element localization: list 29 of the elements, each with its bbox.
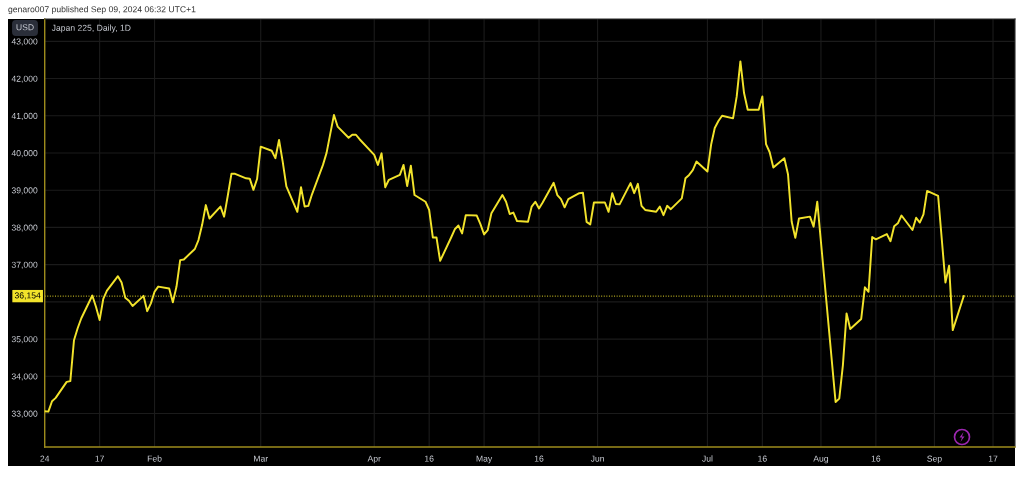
x-tick-label: 24	[40, 455, 50, 462]
y-tick-label: 43,000	[11, 38, 38, 46]
y-tick-label: 42,000	[11, 75, 38, 83]
y-tick-label: 35,000	[11, 336, 38, 344]
x-tick-label: 16	[425, 455, 434, 462]
x-tick-label: 16	[871, 455, 881, 462]
y-tick-label: 33,000	[11, 410, 38, 418]
x-tick-label: Jun	[590, 455, 604, 462]
x-tick-label: 17	[95, 455, 104, 462]
text: genaro007 published Sep 09, 2024 06:32 UTC+1	[8, 5, 196, 15]
y-tick-label: 39,000	[11, 187, 38, 195]
x-tick-label: 17	[988, 455, 998, 462]
x-tick-label: 16	[758, 455, 767, 462]
x-tick-label: Feb	[147, 455, 162, 462]
y-tick-label: 37,000	[11, 261, 38, 269]
ref-line-label: 36,154	[14, 292, 41, 300]
x-tick-label: Apr	[367, 455, 381, 464]
y-tick-label: 40,000	[11, 150, 38, 158]
y-tick-label: 38,000	[11, 224, 38, 232]
y-tick-label: 41,000	[11, 112, 38, 120]
x-tick-label: Sep	[927, 455, 942, 464]
y-tick-label: 34,000	[11, 373, 38, 381]
x-tick-label: Jul	[702, 455, 713, 462]
text: Japan 225, Daily, 1D	[51, 24, 131, 33]
y-axis-title: USD	[16, 24, 34, 31]
x-tick-label: Mar	[254, 455, 268, 462]
x-tick-label: May	[476, 455, 493, 464]
x-tick-label: Aug	[813, 455, 829, 464]
x-tick-label: 16	[534, 455, 544, 462]
